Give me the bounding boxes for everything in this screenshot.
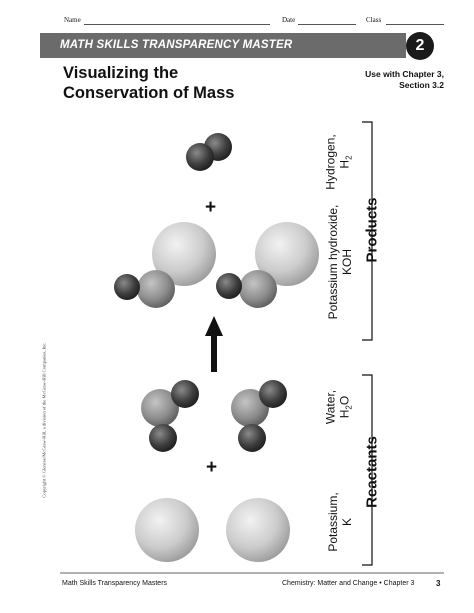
footer-right: Chemistry: Matter and Change • Chapter 3: [282, 580, 415, 587]
potassium-name: Potassium,: [326, 492, 340, 552]
potassium-formula: K: [340, 517, 354, 527]
potassium-label: Potassium, K: [326, 492, 354, 551]
koh-label: Potassium hydroxide, KOH: [326, 205, 354, 320]
chapter-reference: Use with Chapter 3, Section 3.2: [340, 69, 444, 91]
date-label: Date: [282, 16, 296, 24]
reactants-heading: Reactants: [363, 436, 381, 508]
water-name: Water,: [323, 389, 338, 425]
hydrogen-formula: H2: [337, 155, 354, 169]
koh-molecule-left: [114, 222, 216, 308]
reaction-arrow-icon: [205, 316, 223, 372]
potassium-atom: [152, 222, 216, 286]
hydrogen-atom: [238, 424, 266, 452]
water-label: Water, H2O: [323, 390, 356, 424]
name-line: [84, 24, 270, 25]
banner-title: MATH SKILLS TRANSPARENCY MASTER: [60, 39, 293, 51]
hydrogen-name: Hydrogen,: [323, 134, 338, 190]
oxygen-atom: [231, 389, 269, 427]
koh-formula: KOH: [340, 248, 354, 276]
chapter-reference-line-2: Section 3.2: [399, 80, 444, 90]
copyright-notice: Copyright © Glencoe/McGraw-Hill, a divis…: [41, 342, 47, 498]
hydrogen-atom: [216, 273, 242, 299]
potassium-atom-reactant-left: [135, 498, 199, 562]
page-title-line-1: Visualizing the: [63, 64, 179, 82]
hydrogen-label: Hydrogen, H2: [323, 134, 356, 189]
plus-sign-reactants: +: [206, 457, 218, 478]
koh-molecule-right: [216, 222, 319, 308]
class-label: Class: [366, 16, 382, 24]
hydrogen-atom: [114, 274, 140, 300]
chapter-reference-line-1: Use with Chapter 3,: [365, 69, 444, 79]
hydrogen-atom: [171, 380, 199, 408]
banner-bar: [40, 33, 406, 58]
koh-name: Potassium hydroxide,: [326, 204, 340, 320]
hydrogen-atom: [149, 424, 177, 452]
page-title-line-2: Conservation of Mass: [63, 84, 235, 102]
hydrogen-molecule-product: [186, 133, 232, 171]
page-title: Visualizing the Conservation of Mass: [63, 63, 303, 103]
name-label: Name: [64, 16, 81, 24]
water-molecule-right: [231, 380, 287, 452]
date-line: [298, 24, 356, 25]
water-molecule-left: [141, 380, 199, 452]
page-number: 3: [436, 579, 441, 588]
potassium-atom: [255, 222, 319, 286]
hydrogen-atom: [186, 143, 214, 171]
footer-left: Math Skills Transparency Masters: [62, 580, 168, 587]
oxygen-atom: [141, 389, 179, 427]
plus-sign-products: +: [205, 197, 217, 218]
hydrogen-atom: [259, 380, 287, 408]
products-heading: Products: [363, 197, 381, 263]
oxygen-atom: [239, 270, 277, 308]
water-formula: H2O: [337, 395, 354, 419]
oxygen-atom: [137, 270, 175, 308]
products-bracket: [362, 121, 373, 341]
reactants-bracket: [362, 374, 373, 566]
class-line: [386, 24, 444, 25]
potassium-atom-reactant-right: [226, 498, 290, 562]
master-number-badge: 2: [406, 32, 434, 60]
